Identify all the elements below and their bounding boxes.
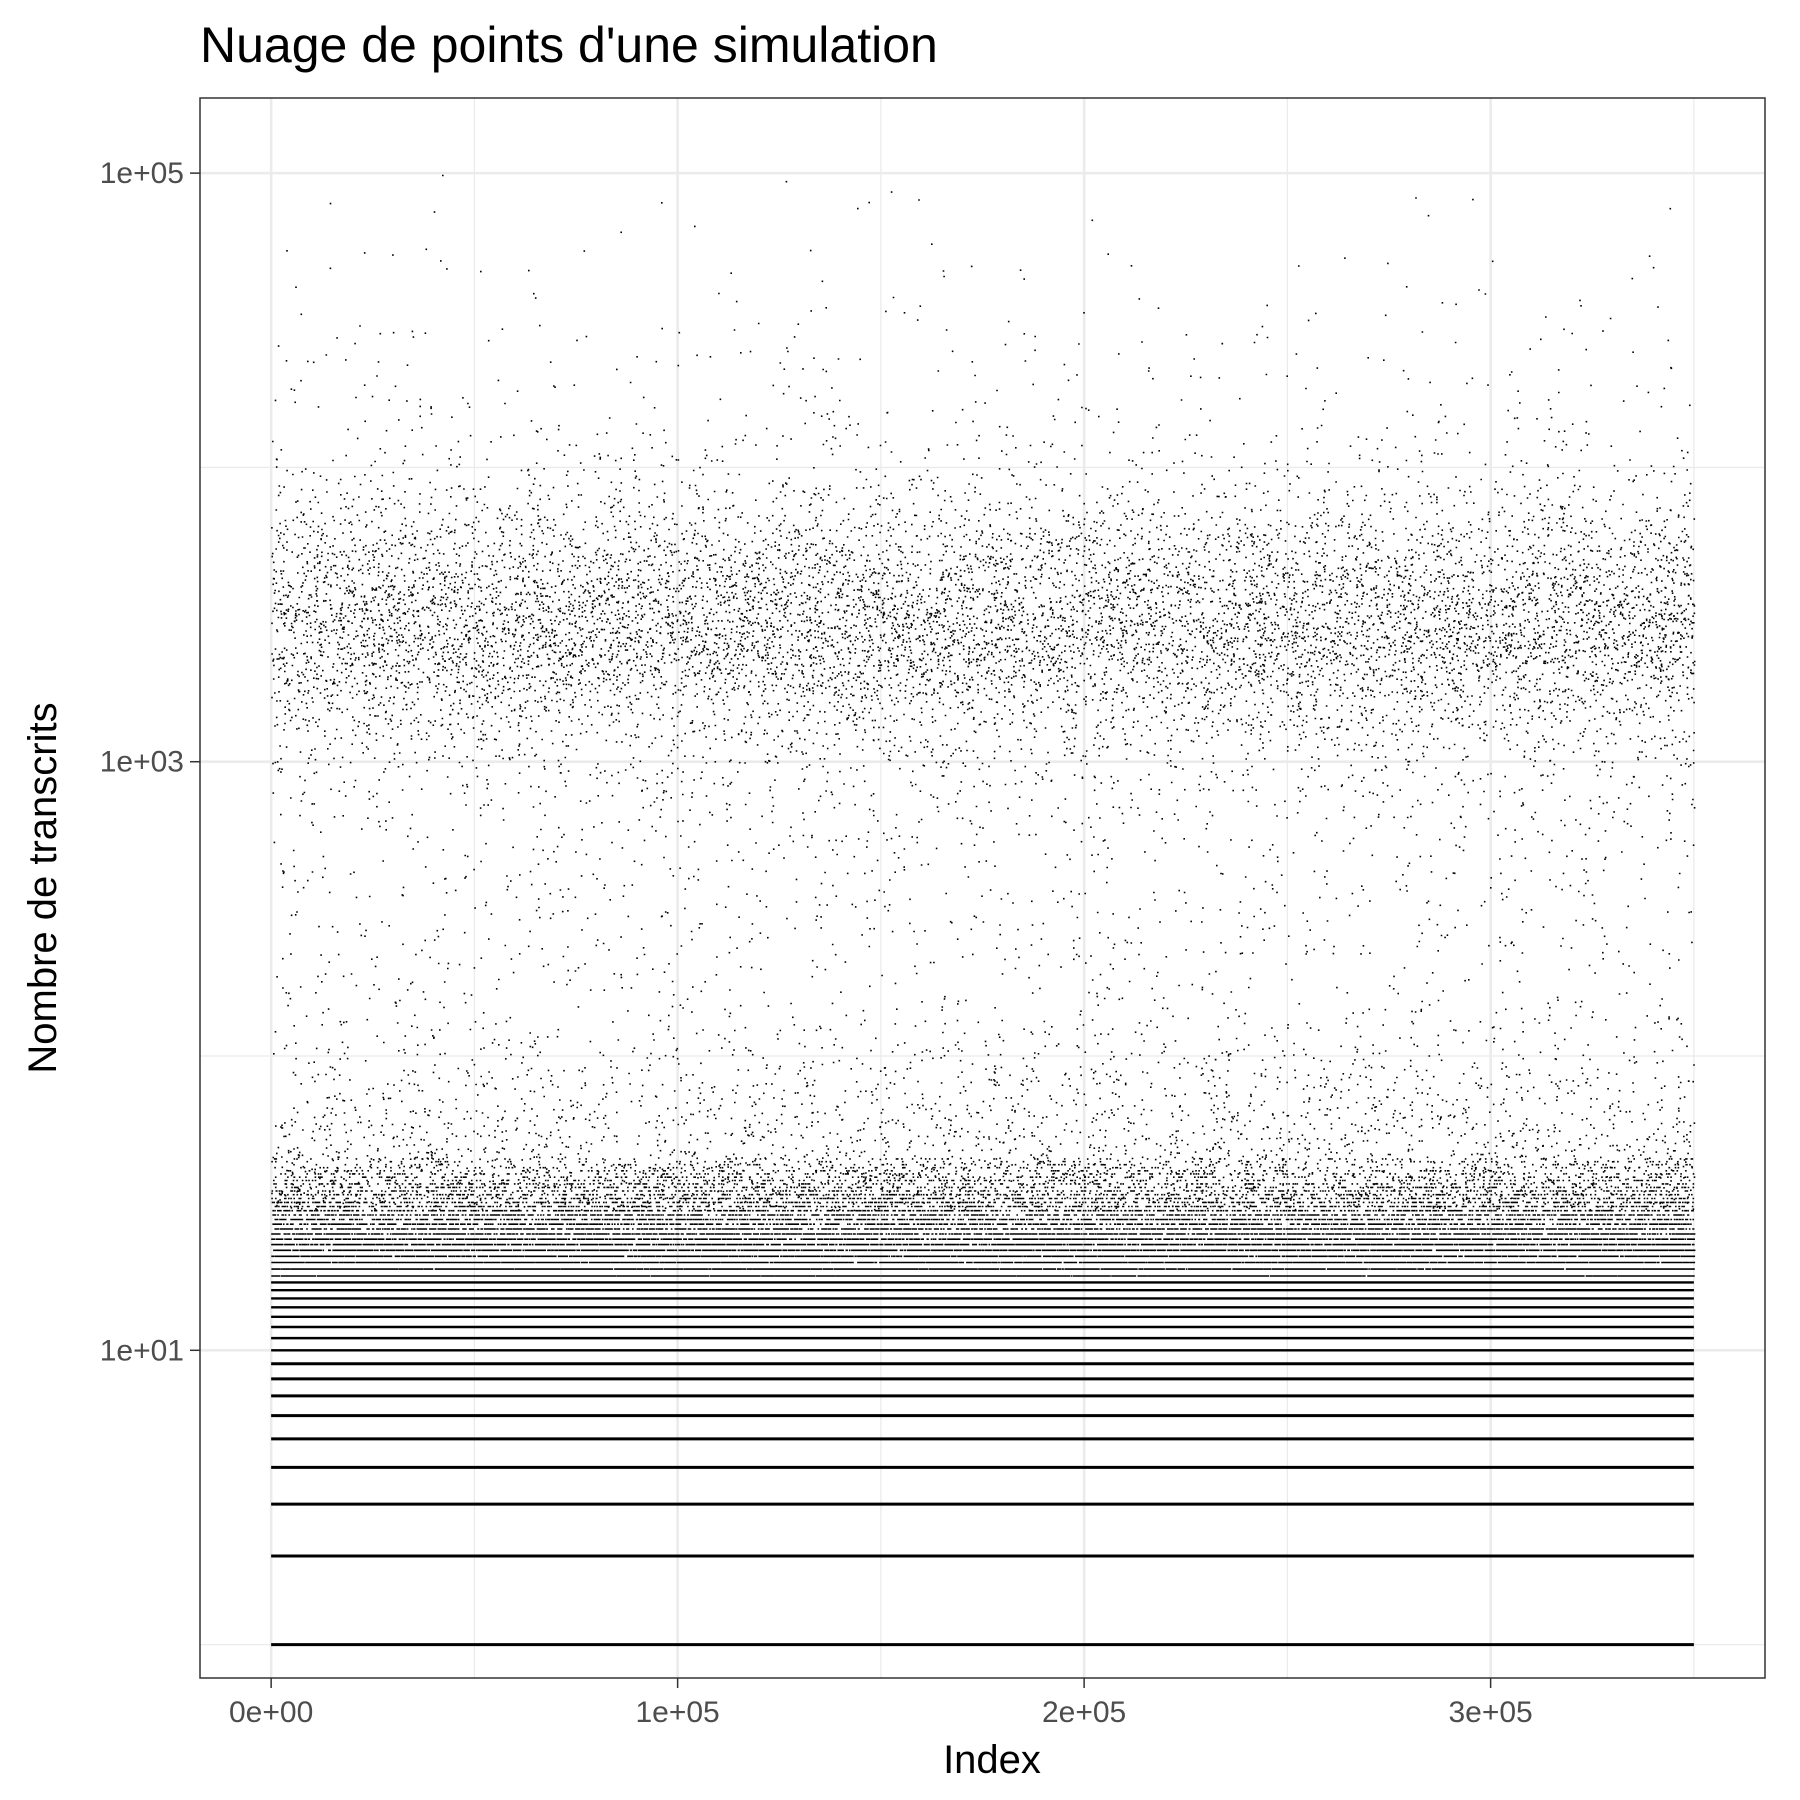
x-tick-label: 1e+05 — [635, 1696, 719, 1729]
x-axis-title: Index — [943, 1738, 1041, 1782]
axes: 0e+00 1e+05 2e+05 3e+05 1e+01 1e+03 1e+05 — [100, 157, 1533, 1729]
y-tick-label: 1e+01 — [100, 1334, 184, 1367]
y-axis-title: Nombre de transcrits — [21, 702, 65, 1073]
y-tick-label: 1e+03 — [100, 746, 184, 779]
integer-level-lines — [271, 1281, 1694, 1647]
chart-title: Nuage de points d'une simulation — [200, 17, 938, 73]
x-tick-label: 2e+05 — [1042, 1696, 1126, 1729]
plot-border — [199, 97, 1766, 1679]
y-tick-label: 1e+05 — [100, 157, 184, 190]
x-tick-label: 3e+05 — [1448, 1696, 1532, 1729]
plot-background — [200, 98, 1765, 1678]
x-tick-label: 0e+00 — [229, 1696, 313, 1729]
